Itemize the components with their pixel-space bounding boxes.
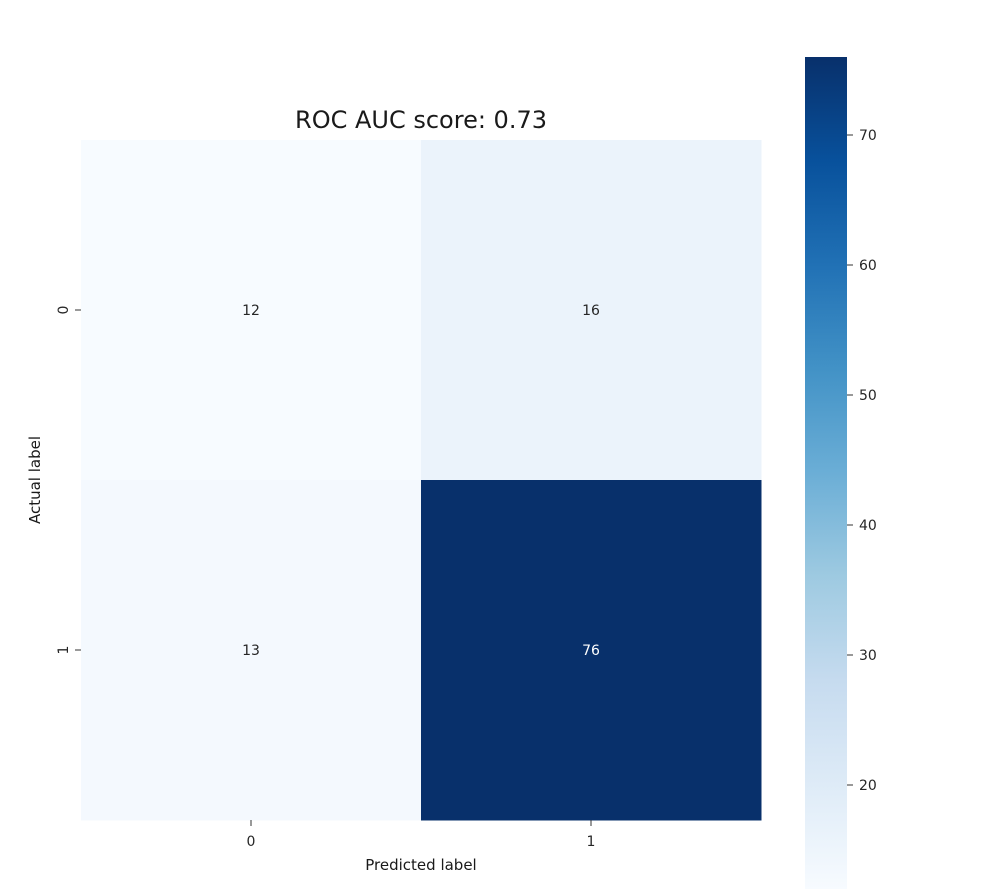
x-tick-label: 0 — [247, 834, 256, 850]
colorbar-tick-label: 30 — [859, 648, 877, 664]
heatmap-cell — [421, 140, 762, 481]
cell-value-label: 76 — [582, 643, 600, 659]
y-axis-ticks: 01 — [56, 306, 81, 655]
cell-value-label: 13 — [242, 643, 260, 659]
colorbar-ticks: 20 30 40 50 60 70 — [847, 128, 877, 794]
heatmap-cell — [81, 480, 422, 821]
heatmap-cell — [421, 480, 762, 821]
colorbar-tick-label: 50 — [859, 388, 877, 404]
y-tick-label: 0 — [56, 306, 72, 315]
cell-value-label: 16 — [582, 303, 600, 319]
y-tick-label: 1 — [56, 646, 72, 655]
x-tick-label: 1 — [587, 834, 596, 850]
colorbar-tick-label: 60 — [859, 258, 877, 274]
colorbar-tick-label: 40 — [859, 518, 877, 534]
colorbar-tick-label: 20 — [859, 778, 877, 794]
colorbar — [805, 57, 847, 889]
heatmap-cells — [81, 140, 762, 821]
colorbar-tick-label: 70 — [859, 128, 877, 144]
x-axis-label: Predicted label — [365, 856, 476, 874]
chart-title: ROC AUC score: 0.73 — [295, 106, 547, 134]
cell-value-label: 12 — [242, 303, 260, 319]
heatmap-cell — [81, 140, 422, 481]
cell-value-labels: 12 16 13 76 — [242, 303, 600, 659]
y-axis-label: Actual label — [26, 436, 44, 524]
